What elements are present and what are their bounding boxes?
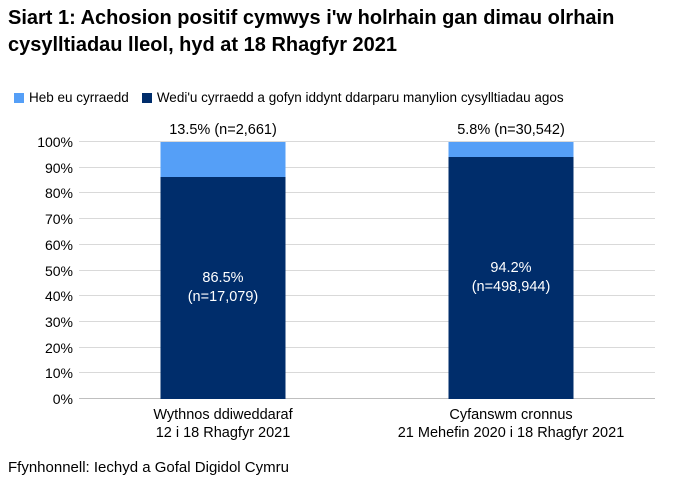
- stacked-bar-2: 94.2% (n=498,944) 5.8% (n=30,542): [448, 122, 574, 399]
- x-axis-labels: Wythnos ddiweddaraf 12 i 18 Rhagfyr 2021 C…: [79, 406, 655, 448]
- y-axis-tick-label: 0%: [52, 391, 73, 407]
- plot-area: 86.5% (n=17,079) 13.5% (n=2,661) 94.2% (n=49…: [79, 122, 655, 399]
- y-axis-tick-label: 20%: [44, 339, 73, 356]
- x-axis-line: [79, 398, 655, 399]
- y-axis-tick-label: 70%: [44, 211, 73, 228]
- y-axis-tick-label: 100%: [37, 134, 73, 150]
- legend-item-not-reached: Heb eu cyrraedd: [14, 91, 129, 105]
- gridline: [79, 166, 655, 168]
- gridline: [79, 192, 655, 194]
- chart-legend: Heb eu cyrraedd Wedi'u cyrraedd a gofyn …: [14, 91, 564, 105]
- x-axis-category-label: Cyfanswm cronnus 21 Mehefin 2020 i 18 Rha…: [397, 407, 625, 441]
- gridline: [79, 269, 655, 271]
- y-axis-tick-label: 50%: [44, 262, 73, 279]
- legend-swatch-not-reached-icon: [14, 93, 24, 103]
- source-note: Ffynhonnell: Iechyd a Gofal Digidol Cymr…: [8, 459, 289, 476]
- legend-label-not-reached: Heb eu cyrraedd: [29, 90, 129, 105]
- bar-inside-label: 94.2% (n=498,944): [471, 259, 551, 295]
- gridline: [79, 346, 655, 348]
- gridline: [79, 320, 655, 322]
- bar-top-label: 13.5% (n=2,661): [169, 122, 277, 138]
- bar-top-label: 5.8% (n=30,542): [457, 122, 565, 138]
- gridline: [79, 243, 655, 245]
- bar-inside-label: 86.5% (n=17,079): [187, 269, 259, 305]
- gridline: [79, 372, 655, 374]
- y-axis-tick-label: 60%: [44, 236, 73, 253]
- y-axis-tick-label: 10%: [44, 365, 73, 382]
- chart-title: Siart 1: Achosion positif cymwys i'w hol…: [8, 7, 615, 56]
- gridline: [79, 295, 655, 297]
- y-axis-tick-label: 80%: [44, 185, 73, 202]
- bar-segment-not-reached: [160, 142, 286, 177]
- bar-segment-not-reached: [448, 142, 574, 157]
- y-axis-tick-label: 40%: [44, 288, 73, 305]
- stacked-bar-1: 86.5% (n=17,079) 13.5% (n=2,661): [160, 122, 286, 399]
- bar-segment-reached: 94.2% (n=498,944): [448, 156, 574, 399]
- y-axis: 0% 10% 20% 30% 40% 50% 60% 70% 80% 90% 100%: [0, 135, 73, 406]
- gridline: [79, 141, 655, 142]
- legend-swatch-reached-icon: [141, 93, 152, 103]
- y-axis-tick-label: 90%: [44, 159, 73, 176]
- legend-label-reached: Wedi'u cyrraedd a gofyn iddynt ddarparu …: [156, 90, 564, 105]
- gridline: [79, 218, 655, 220]
- bar-segment-reached: 86.5% (n=17,079): [160, 176, 286, 399]
- y-axis-tick-label: 30%: [44, 313, 73, 330]
- x-axis-category-label: Wythnos ddiweddaraf 12 i 18 Rhagfyr 2021: [153, 407, 293, 441]
- legend-item-reached: Wedi'u cyrraedd a gofyn iddynt ddarparu …: [141, 90, 564, 105]
